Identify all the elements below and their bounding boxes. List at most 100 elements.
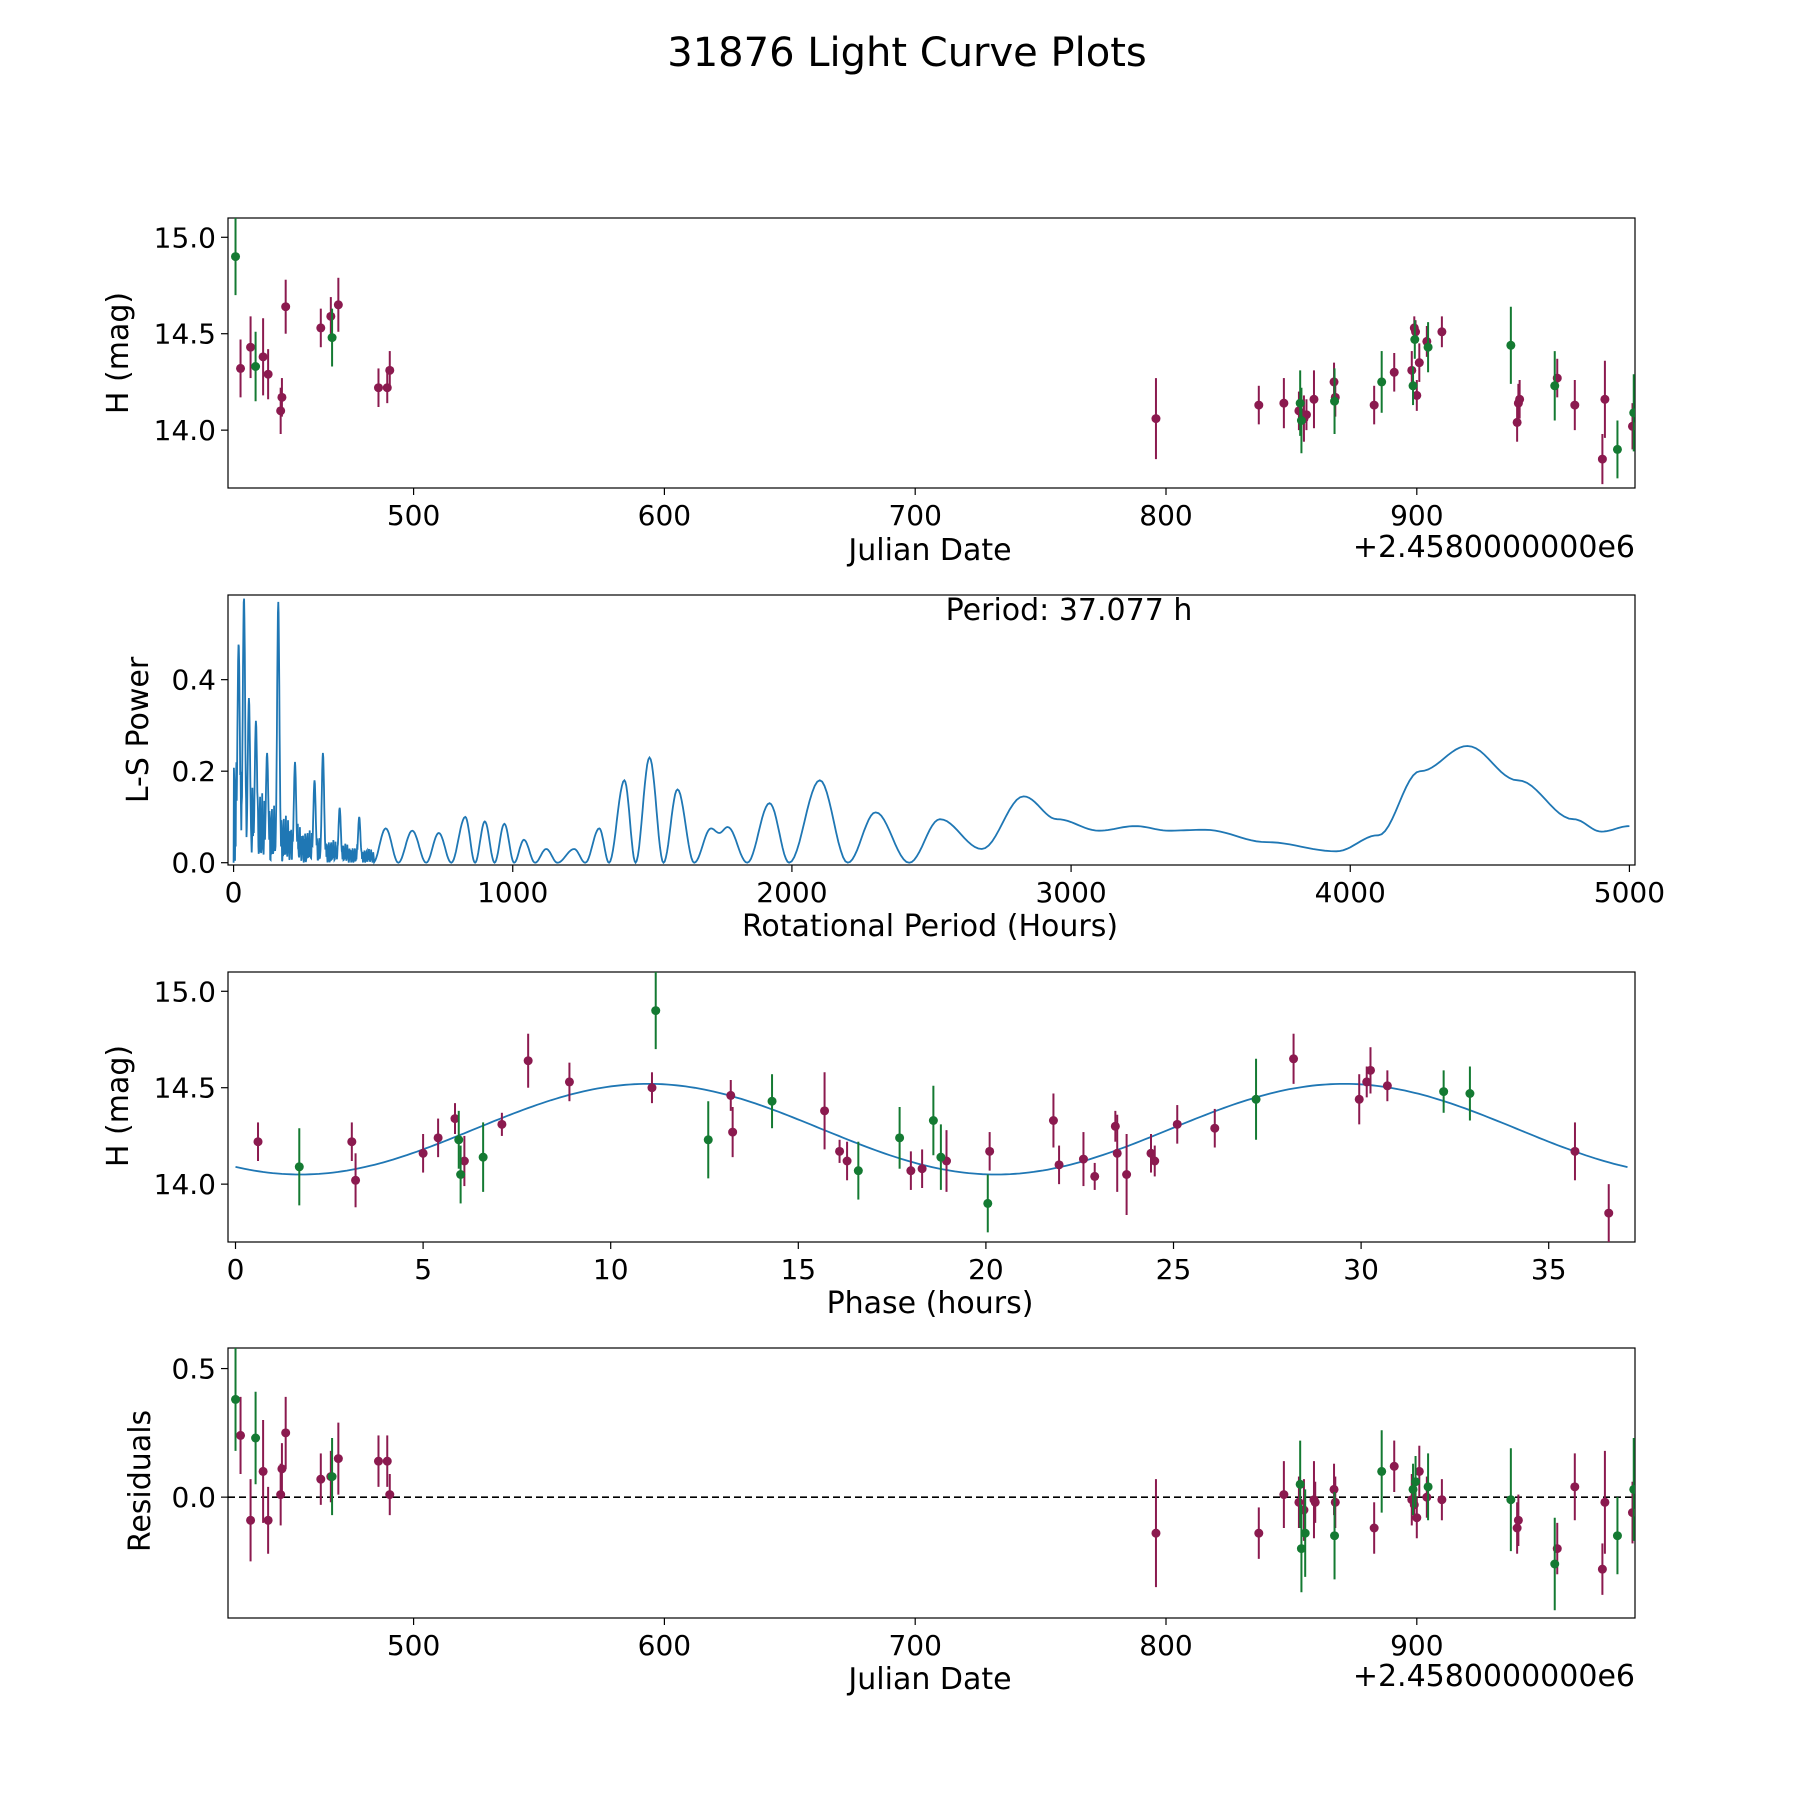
lightcurve-point — [246, 342, 256, 352]
lightcurve-xlabel: Julian Date — [846, 533, 1011, 568]
residuals-ytick-label: 0.5 — [171, 1353, 216, 1386]
panel-periodogram: Rotational Period (Hours) L-S Power Peri… — [121, 593, 1192, 944]
lightcurve-point — [385, 365, 395, 375]
residuals-point — [1422, 1492, 1432, 1502]
lightcurve-point — [1629, 408, 1635, 418]
residuals-point — [1600, 1497, 1610, 1507]
residuals-point — [251, 1433, 261, 1443]
phased-point — [820, 1106, 830, 1116]
residuals-point — [333, 1454, 343, 1464]
residuals-point — [1254, 1528, 1264, 1538]
phased-point — [1289, 1054, 1299, 1064]
phased-fit-curve — [235, 1083, 1628, 1176]
residuals-point — [1629, 1484, 1635, 1494]
lightcurve-x-offset: +2.4580000000e6 — [1353, 530, 1635, 565]
residuals-point — [1310, 1497, 1320, 1507]
lightcurve-point — [1570, 400, 1580, 410]
phased-point — [842, 1156, 852, 1166]
phased-point — [928, 1116, 938, 1125]
residuals-ylabel: Residuals — [123, 1410, 158, 1552]
lightcurve-point — [258, 352, 268, 362]
residuals-point — [1330, 1531, 1340, 1541]
phased-point — [253, 1137, 263, 1147]
lightcurve-xtick-label: 700 — [888, 499, 941, 532]
lightcurve-point — [1254, 400, 1264, 410]
residuals-point — [1597, 1564, 1607, 1574]
phased-plot-area — [235, 972, 1628, 1242]
phased-point — [418, 1148, 428, 1158]
phased-xtick-label: 0 — [227, 1253, 245, 1286]
residuals-xtick-label: 700 — [888, 1629, 941, 1662]
periodogram-plot-area — [232, 598, 1630, 865]
lightcurve-ytick-label: 14.0 — [154, 414, 216, 447]
phased-xtick-label: 25 — [1156, 1253, 1192, 1286]
phased-xlabel: Phase (hours) — [827, 1286, 1034, 1321]
lightcurve-point — [1550, 381, 1560, 391]
figure-title: 31876 Light Curve Plots — [667, 30, 1146, 76]
phased-point — [1112, 1148, 1122, 1158]
phased-point — [1465, 1089, 1475, 1098]
residuals-ytick-label: 0.0 — [171, 1481, 216, 1514]
phased-xtick-label: 20 — [968, 1253, 1004, 1286]
lightcurve-point — [1597, 454, 1607, 464]
lightcurve-point — [1600, 394, 1610, 404]
residuals-point — [385, 1490, 395, 1500]
phased-point — [294, 1162, 304, 1172]
residuals-point — [1513, 1515, 1523, 1525]
phased-point — [1439, 1087, 1449, 1097]
phased-point — [985, 1146, 995, 1156]
periodogram-xtick-label: 3000 — [1035, 876, 1106, 909]
phased-frame — [227, 971, 1636, 1243]
residuals-point — [373, 1456, 383, 1466]
phased-point — [1210, 1123, 1220, 1133]
lightcurve-point — [1309, 394, 1319, 404]
residuals-point — [1369, 1523, 1379, 1533]
periodogram-xtick-label: 1000 — [477, 876, 548, 909]
residuals-x-offset: +2.4580000000e6 — [1353, 1659, 1635, 1694]
residuals-point — [277, 1464, 287, 1474]
phased-point — [523, 1056, 533, 1066]
phased-xtick-label: 5 — [414, 1253, 432, 1286]
phased-point — [1354, 1094, 1364, 1104]
periodogram-xtick-label: 4000 — [1315, 876, 1386, 909]
lightcurve-point — [1408, 381, 1418, 391]
lightcurve-xtick-label: 800 — [1139, 499, 1192, 532]
residuals-point — [382, 1456, 392, 1466]
lightcurve-point — [251, 362, 261, 371]
residuals-point — [316, 1474, 326, 1484]
lightcurve-point — [1612, 444, 1622, 454]
lightcurve-point — [276, 406, 286, 416]
panel-phased: Phase (hours) H (mag) — [101, 1045, 1033, 1321]
periodogram-ytick-label: 0.2 — [171, 755, 216, 788]
phased-point — [853, 1166, 863, 1176]
phased-point — [1362, 1077, 1372, 1087]
residuals-point — [1296, 1544, 1306, 1554]
phased-point — [1048, 1116, 1058, 1125]
phased-point — [917, 1164, 927, 1174]
phased-ytick-label: 15.0 — [154, 975, 216, 1008]
phased-point — [1146, 1148, 1156, 1158]
periodogram-xtick-label: 2000 — [756, 876, 827, 909]
phased-point — [347, 1137, 357, 1147]
residuals-point — [1506, 1495, 1516, 1505]
residuals-point — [1412, 1513, 1422, 1523]
phased-point — [1382, 1081, 1392, 1091]
periodogram-ylabel: L-S Power — [121, 656, 156, 803]
phased-point — [1604, 1208, 1614, 1218]
residuals-point — [263, 1515, 273, 1525]
lightcurve-point — [1330, 396, 1340, 406]
phased-point — [767, 1096, 777, 1106]
lightcurve-point — [1506, 340, 1516, 350]
residuals-point — [281, 1428, 291, 1438]
phased-point — [728, 1127, 738, 1137]
residuals-point — [276, 1490, 286, 1500]
phased-point — [1078, 1154, 1088, 1164]
phased-point — [647, 1083, 657, 1093]
lightcurve-point — [1412, 390, 1422, 400]
phased-point — [456, 1170, 466, 1179]
residuals-xtick-label: 900 — [1390, 1629, 1443, 1662]
phased-xtick-label: 30 — [1343, 1253, 1379, 1286]
phased-point — [450, 1114, 460, 1124]
residuals-point — [327, 1472, 337, 1482]
